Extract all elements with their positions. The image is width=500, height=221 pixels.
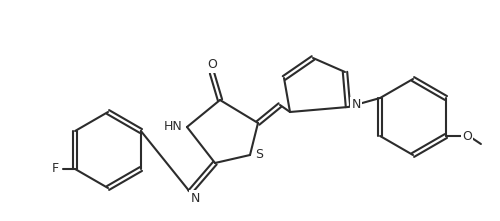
Text: S: S <box>255 149 263 162</box>
Text: HN: HN <box>164 120 182 133</box>
Text: O: O <box>462 130 472 143</box>
Text: F: F <box>52 162 59 175</box>
Text: N: N <box>352 99 360 112</box>
Text: N: N <box>190 192 200 204</box>
Text: O: O <box>207 59 217 72</box>
